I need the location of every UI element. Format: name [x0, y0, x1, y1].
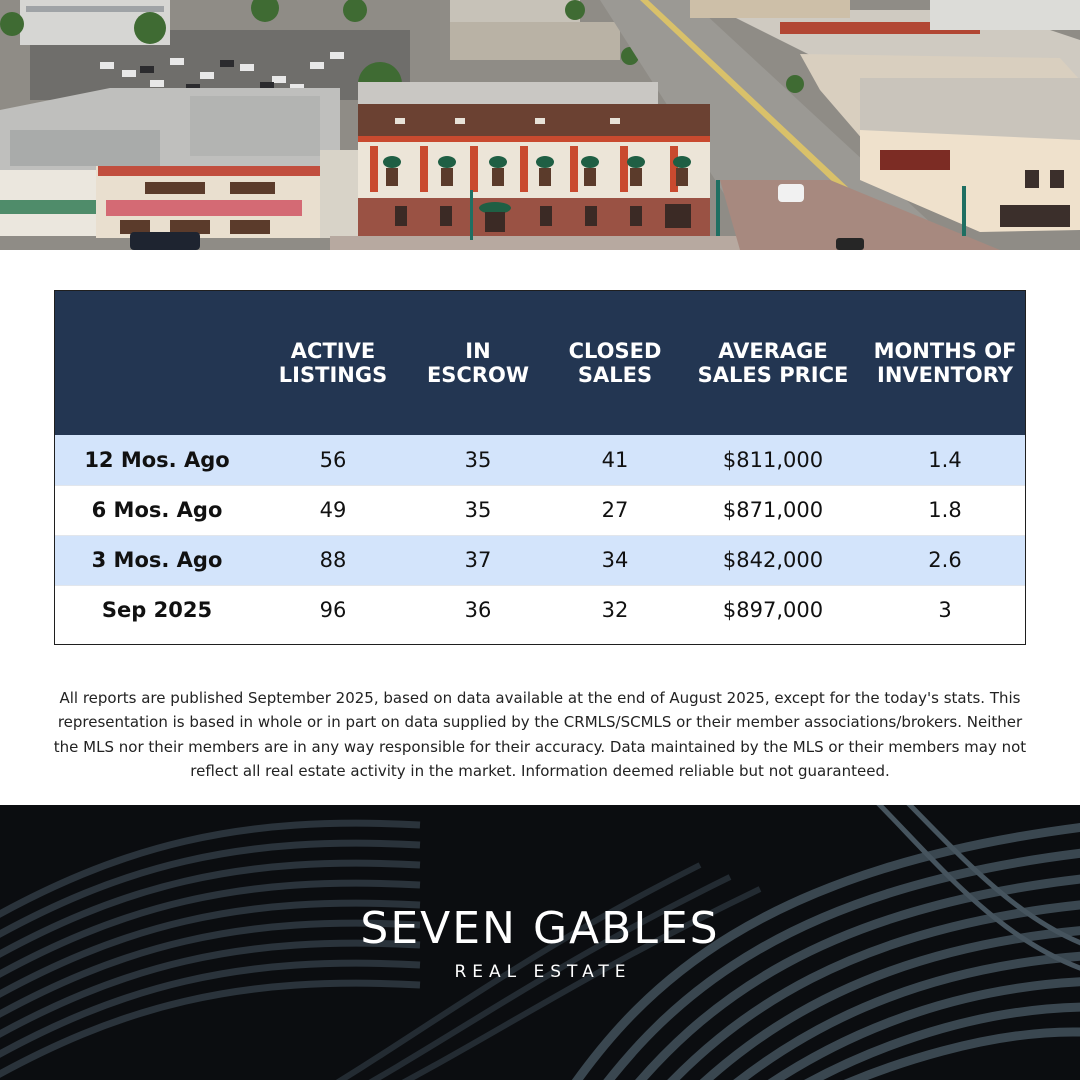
table-row: 12 Mos. Ago 56 35 41 $811,000 1.4	[55, 435, 1025, 485]
brand-footer: SEVEN GABLES REAL ESTATE	[0, 805, 1080, 1080]
row-period: Sep 2025	[55, 584, 259, 635]
months-of-inventory-cell: 1.4	[928, 447, 962, 472]
closed-sales-cell: 34	[549, 534, 681, 585]
header-average-sales-price: AVERAGE SALES PRICE	[697, 339, 849, 387]
brand-logo: SEVEN GABLES REAL ESTATE	[0, 901, 1080, 983]
wave-pattern-background	[0, 805, 1080, 1080]
average-sales-price-cell: $871,000	[681, 484, 865, 535]
months-of-inventory-cell: 3	[865, 584, 1025, 635]
row-period: 6 Mos. Ago	[55, 484, 259, 535]
header-in-escrow: IN ESCROW	[426, 339, 530, 387]
row-period: 12 Mos. Ago	[84, 447, 230, 472]
in-escrow-cell: 35	[407, 484, 549, 535]
header-months-of-inventory: MONTHS OF INVENTORY	[873, 339, 1017, 387]
disclaimer-text: All reports are published September 2025…	[53, 689, 1027, 780]
closed-sales-cell: 41	[601, 447, 629, 472]
average-sales-price-cell: $842,000	[681, 534, 865, 585]
brand-name: SEVEN GABLES	[360, 903, 720, 954]
active-listings-cell: 96	[259, 584, 407, 635]
header-active-listings: ACTIVE LISTINGS	[278, 339, 388, 387]
months-of-inventory-cell: 1.8	[865, 484, 1025, 535]
brand-tagline: REAL ESTATE	[454, 962, 632, 982]
hero-photo	[0, 0, 1080, 250]
header-closed-sales: CLOSED SALES	[568, 339, 662, 387]
active-listings-cell: 56	[319, 447, 347, 472]
table-header-row: ACTIVE LISTINGS IN ESCROW CLOSED SALES A…	[55, 291, 1025, 435]
months-of-inventory-cell: 2.6	[865, 534, 1025, 585]
row-period: 3 Mos. Ago	[55, 534, 259, 585]
closed-sales-cell: 27	[549, 484, 681, 535]
table-row: Sep 2025 96 36 32 $897,000 3	[55, 584, 1025, 635]
in-escrow-cell: 37	[407, 534, 549, 585]
closed-sales-cell: 32	[549, 584, 681, 635]
market-stats-table: ACTIVE LISTINGS IN ESCROW CLOSED SALES A…	[54, 290, 1026, 645]
in-escrow-cell: 35	[464, 447, 492, 472]
header-period	[55, 291, 259, 435]
active-listings-cell: 88	[259, 534, 407, 585]
table-row: 3 Mos. Ago 88 37 34 $842,000 2.6	[55, 534, 1025, 585]
in-escrow-cell: 36	[407, 584, 549, 635]
downtown-aerial-image	[0, 0, 1080, 250]
table-row: 6 Mos. Ago 49 35 27 $871,000 1.8	[55, 484, 1025, 535]
average-sales-price-cell: $811,000	[722, 447, 824, 472]
active-listings-cell: 49	[259, 484, 407, 535]
average-sales-price-cell: $897,000	[681, 584, 865, 635]
